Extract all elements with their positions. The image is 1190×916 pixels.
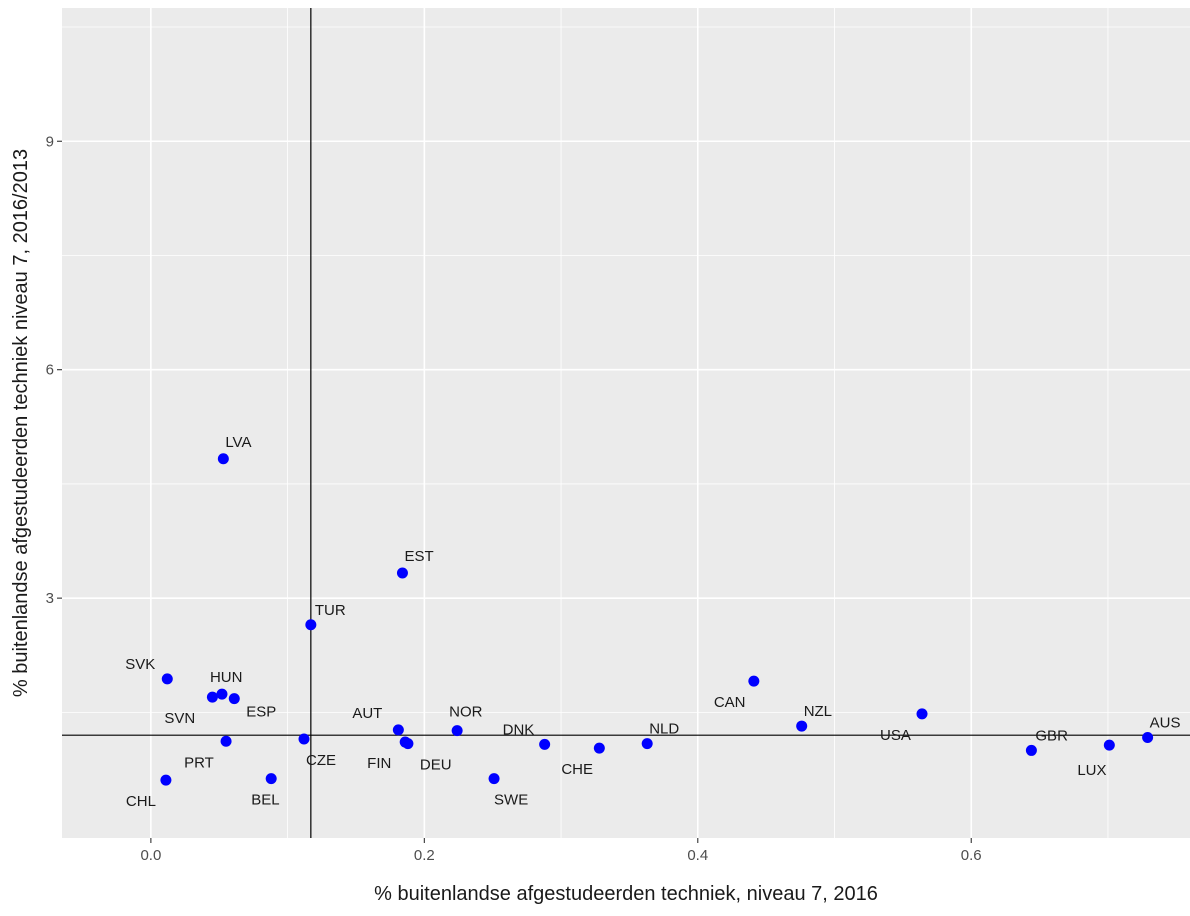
data-label-gbr: GBR: [1035, 727, 1068, 744]
grid-minor: [62, 8, 1190, 838]
data-point-bel: [265, 773, 277, 785]
data-label-est: EST: [404, 548, 433, 565]
data-label-usa: USA: [880, 727, 911, 744]
data-label-cze: CZE: [306, 752, 336, 769]
data-label-prt: PRT: [184, 754, 214, 771]
data-point-usa: [916, 708, 928, 720]
data-point-nld: [641, 738, 653, 750]
y-tick-label: 9: [46, 133, 54, 150]
data-label-tur: TUR: [315, 602, 346, 619]
plot-panel: [62, 8, 1190, 838]
data-point-can: [748, 675, 760, 687]
data-point-aut: [392, 724, 404, 736]
data-point-prt: [220, 735, 232, 747]
y-axis: 3 6 9: [46, 133, 62, 607]
reference-lines: [62, 8, 1190, 838]
data-label-chl: CHL: [126, 793, 156, 810]
data-point-cze: [298, 733, 310, 745]
data-label-lva: LVA: [225, 434, 251, 451]
x-tick-label: 0.4: [687, 847, 708, 864]
data-label-aus: AUS: [1150, 714, 1181, 731]
data-label-svk: SVK: [125, 656, 155, 673]
x-axis: 0.0 0.2 0.4 0.6: [140, 838, 982, 864]
data-point-chl: [160, 774, 172, 786]
y-tick-label: 3: [46, 590, 54, 607]
data-label-nld: NLD: [649, 721, 679, 738]
data-label-lux: LUX: [1077, 762, 1106, 779]
data-label-can: CAN: [714, 694, 746, 711]
data-point-svk: [161, 673, 173, 685]
data-point-che: [593, 742, 605, 754]
data-label-bel: BEL: [251, 792, 279, 809]
data-label-esp: ESP: [246, 704, 276, 721]
data-point-est: [396, 567, 408, 579]
x-axis-title: % buitenlandse afgestudeerden techniek, …: [374, 883, 878, 905]
x-tick-label: 0.6: [961, 847, 982, 864]
data-point-svn: [206, 691, 218, 703]
data-point-aus: [1142, 731, 1154, 743]
data-points: [160, 453, 1154, 786]
data-label-nzl: NZL: [804, 703, 832, 720]
data-label-dnk: DNK: [503, 721, 535, 738]
data-label-svn: SVN: [164, 710, 195, 727]
x-tick-label: 0.0: [140, 847, 161, 864]
data-label-che: CHE: [561, 761, 593, 778]
data-label-fin: FIN: [367, 755, 391, 772]
data-point-nzl: [796, 720, 808, 732]
data-point-hun: [216, 688, 228, 700]
data-point-esp: [228, 693, 240, 705]
data-point-labels: LVA EST TUR SVK HUN SVN ESP PRT CHL BEL CZE AUT FIN D…: [125, 434, 1180, 810]
data-point-lux: [1103, 739, 1115, 751]
grid-major: [62, 8, 1190, 838]
data-label-nor: NOR: [449, 704, 483, 721]
data-label-swe: SWE: [494, 792, 528, 809]
data-point-deu: [402, 738, 414, 750]
data-label-deu: DEU: [420, 757, 452, 774]
data-point-lva: [217, 453, 229, 465]
data-point-gbr: [1025, 744, 1037, 756]
data-point-dnk: [539, 738, 551, 750]
y-tick-label: 6: [46, 362, 54, 379]
data-point-tur: [305, 619, 317, 631]
x-tick-label: 0.2: [414, 847, 435, 864]
y-axis-title: % buitenlandse afgestudeerden techniek n…: [10, 149, 32, 697]
data-label-hun: HUN: [210, 669, 243, 686]
data-label-aut: AUT: [352, 705, 382, 722]
data-point-nor: [451, 725, 463, 737]
data-point-swe: [488, 773, 500, 785]
